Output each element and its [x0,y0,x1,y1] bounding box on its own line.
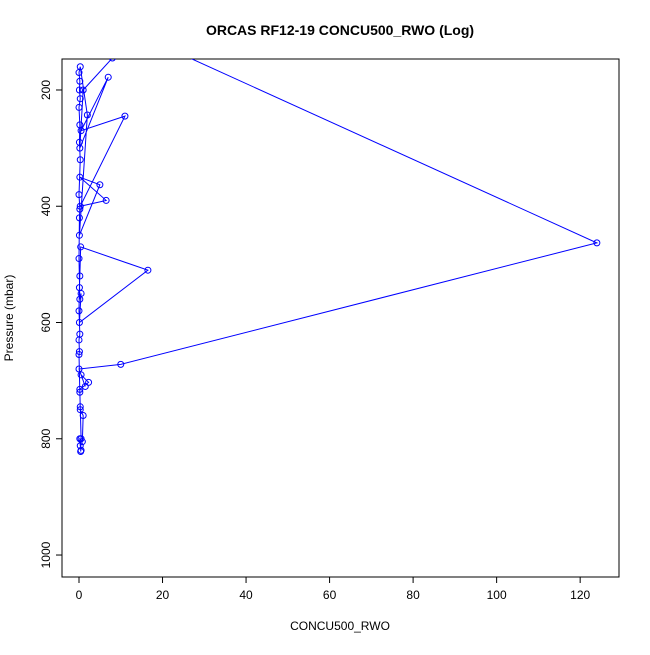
data-point [76,403,84,411]
data-point [121,112,129,120]
data-point [75,214,83,222]
data-point [75,103,83,111]
data-point [75,348,83,356]
data-point [75,138,83,146]
data-point [77,243,85,251]
x-axis-label: CONCU500_RWO [290,619,390,633]
data-point [76,205,84,213]
x-tick-label: 20 [156,588,170,602]
data-point [75,86,83,94]
x-tick-label: 80 [406,588,420,602]
data-point [75,365,83,373]
data-point [75,336,83,344]
data-point [75,319,83,327]
plot-frame [61,58,620,578]
data-point [104,73,112,81]
data-point [75,350,83,358]
data-point [85,378,93,386]
x-tick-label: 120 [570,588,590,602]
data-point [76,202,84,210]
y-tick-label: 200 [39,80,53,100]
data-point [76,156,84,164]
data-point [81,382,89,390]
x-tick-label: 60 [323,588,337,602]
data-point [96,181,104,189]
data-point [76,173,84,181]
data-point [75,255,83,263]
plot-area [75,52,601,456]
y-tick-label: 600 [39,312,53,332]
data-point [77,448,85,456]
data-line [78,59,599,452]
data-point [79,86,87,94]
y-tick-label: 1000 [39,541,53,568]
chart-title: ORCAS RF12-19 CONCU500_RWO (Log) [206,22,474,38]
y-axis-label: Pressure (mbar) [2,275,16,362]
data-point [77,435,85,443]
data-point [109,59,116,62]
data-point [76,77,84,85]
y-tick-label: 400 [39,196,53,216]
data-point [76,272,84,280]
data-point [76,388,84,396]
data-point [76,95,84,103]
data-point [75,284,83,292]
data-point [77,371,85,379]
data-point [102,196,110,204]
data-point [144,266,152,274]
data-point [79,412,87,420]
data-point [76,121,84,129]
data-point [593,239,601,247]
data-point [75,69,83,77]
data-point [75,307,83,315]
data-point [117,360,125,368]
data-point [75,231,83,239]
x-tick-label: 40 [239,588,253,602]
data-point [76,385,84,393]
data-point [75,191,83,199]
x-tick-label: 0 [76,588,83,602]
x-tick-label: 100 [487,588,507,602]
data-point [180,52,186,58]
data-point [76,406,84,414]
data-point [83,111,91,119]
y-tick-label: 800 [39,428,53,448]
